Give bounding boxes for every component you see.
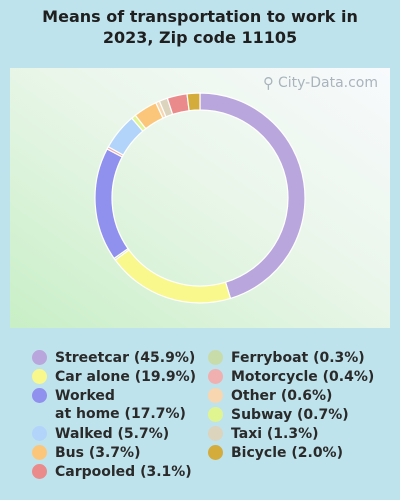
watermark-text: City-Data.com xyxy=(277,75,378,91)
magnifier-icon: ⚲ xyxy=(262,74,274,92)
chart-title: Means of transportation to work in 2023,… xyxy=(0,6,400,48)
slice-streetcar xyxy=(199,92,306,300)
slice-bicycle xyxy=(186,92,201,112)
slice-car-alone xyxy=(114,249,232,304)
plot-area: ⚲ City-Data.com xyxy=(10,68,390,328)
chart-title-line-2: 2023, Zip code 11105 xyxy=(102,28,298,47)
chart-title-line-1: Means of transportation to work in xyxy=(42,7,358,26)
slice-worked-at-home xyxy=(94,148,129,260)
watermark: ⚲ City-Data.com xyxy=(263,74,378,92)
